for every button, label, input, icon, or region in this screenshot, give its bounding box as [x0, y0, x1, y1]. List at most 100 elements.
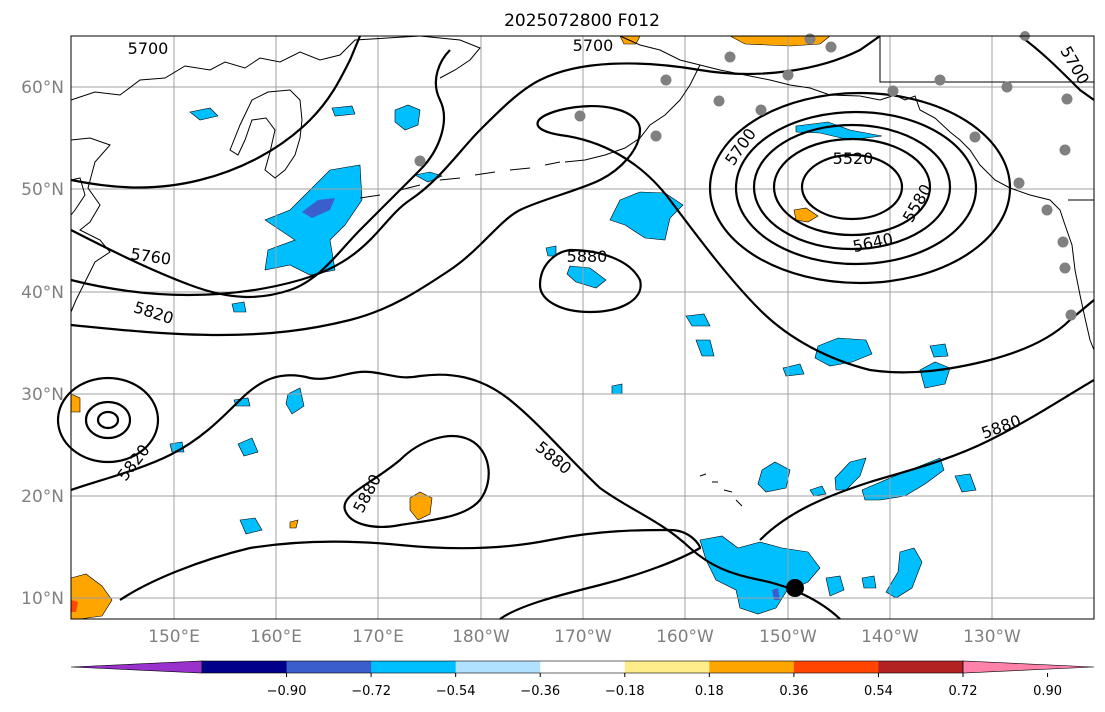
lat-label: 60°N — [21, 78, 64, 98]
colorbar-tick-label: 0.72 — [949, 684, 978, 699]
fill-region — [264, 164, 363, 276]
low-center-contour — [772, 137, 932, 237]
colorbar-segment — [793, 661, 879, 673]
lat-label: 40°N — [21, 283, 64, 303]
contour-line — [70, 35, 362, 189]
contour-line — [70, 104, 1095, 374]
station-dot — [1057, 236, 1069, 248]
fill-region — [239, 517, 263, 535]
station-dot — [1061, 93, 1073, 105]
map-frame — [70, 35, 1095, 620]
fill-region — [414, 171, 443, 183]
fill-region — [695, 339, 715, 357]
lon-label: 180°W — [452, 627, 510, 647]
colorbar-extend-low — [70, 660, 203, 674]
lon-label: 140°W — [861, 627, 919, 647]
colorbar-segment — [286, 661, 372, 673]
fill-region — [814, 337, 873, 367]
fill-region — [566, 265, 607, 289]
coastlines — [70, 35, 1095, 507]
lat-label: 10°N — [21, 589, 64, 609]
contour-line — [70, 35, 881, 297]
fill-region — [685, 313, 711, 327]
colorbar-tick-label: 0.36 — [779, 684, 808, 699]
fill-region — [189, 107, 219, 121]
high-center-contour — [56, 376, 160, 464]
latitude-labels: 60°N 50°N 40°N 30°N 20°N 10°N — [21, 78, 64, 609]
station-dot — [1059, 262, 1071, 274]
station-dot — [574, 110, 586, 122]
colorbar-segment — [878, 661, 964, 673]
fill-region — [954, 473, 977, 493]
colorbar-tick-label: 0.18 — [695, 684, 724, 699]
fill-region — [545, 245, 557, 257]
fill-region-strong-positive — [71, 600, 78, 612]
fill-region — [825, 575, 845, 597]
contour-line — [538, 248, 642, 314]
colorbar-tick-label: 0.54 — [864, 684, 893, 699]
fill-region — [834, 457, 867, 491]
fill-region — [394, 104, 421, 131]
fill-region-strong — [302, 198, 335, 218]
contour-label: 5520 — [833, 149, 874, 168]
colorbar-tick-label: −0.36 — [520, 684, 560, 699]
station-dot — [1013, 177, 1025, 189]
fill-region — [885, 547, 923, 599]
fill-region — [929, 343, 949, 358]
map-title: 2025072800 F012 — [504, 11, 660, 31]
contour-label: 5700 — [573, 36, 614, 55]
fill-region-strong — [772, 588, 780, 600]
station-dot — [1065, 309, 1077, 321]
fill-region — [609, 191, 684, 241]
station-dot — [713, 95, 725, 107]
station-dot — [755, 104, 767, 116]
fill-region — [809, 485, 827, 497]
colorbar-tick-label: −0.72 — [351, 684, 391, 699]
station-dot — [782, 69, 794, 81]
geopotential-contours — [56, 35, 1095, 620]
station-dot — [825, 41, 837, 53]
contour-line — [343, 435, 490, 528]
station-dot — [887, 85, 899, 97]
station-dot — [1041, 204, 1053, 216]
lat-label: 50°N — [21, 180, 64, 200]
low-center-contour — [800, 153, 904, 221]
colorbar-segment — [202, 661, 288, 673]
coastline-kamchatka — [229, 89, 303, 179]
colorbar-tick-label: 0.90 — [1033, 684, 1062, 699]
station-dot — [724, 51, 736, 63]
fill-region — [231, 301, 247, 313]
colorbar: −0.90 −0.72 −0.54 −0.36 −0.18 0.18 0.36 0.54 0.7… — [70, 660, 1095, 699]
station-dot — [969, 131, 981, 143]
fill-region — [793, 207, 819, 223]
colorbar-segment — [540, 661, 626, 673]
station-dot — [660, 74, 672, 86]
lat-label: 20°N — [21, 487, 64, 507]
lon-label: 160°E — [250, 627, 302, 647]
high-center-contour — [96, 410, 120, 430]
colorbar-segment — [709, 661, 795, 673]
contour-label: 5880 — [567, 247, 608, 266]
lon-label: 150°E — [148, 627, 200, 647]
coastline-asia — [70, 35, 421, 313]
fill-region — [611, 383, 623, 395]
colorbar-tick-label: −0.18 — [605, 684, 645, 699]
fill-region — [237, 437, 259, 457]
fill-region — [331, 105, 356, 117]
fill-region — [409, 491, 433, 521]
station-dot — [1059, 144, 1071, 156]
contour-line — [1019, 35, 1095, 101]
contour-line — [119, 528, 702, 620]
lon-label: 170°W — [554, 627, 612, 647]
high-center-contour — [84, 400, 132, 440]
lat-label: 30°N — [21, 385, 64, 405]
fill-region — [795, 121, 883, 141]
colorbar-tick-label: −0.54 — [436, 684, 476, 699]
colorbar-tick-label: −0.90 — [267, 684, 307, 699]
colorbar-segment — [455, 661, 541, 673]
contour-line — [70, 49, 451, 299]
station-dot — [934, 74, 946, 86]
station-dot — [804, 33, 816, 45]
map-panel: 5700 5700 5700 5700 5520 5580 5640 5760 … — [56, 31, 1095, 620]
